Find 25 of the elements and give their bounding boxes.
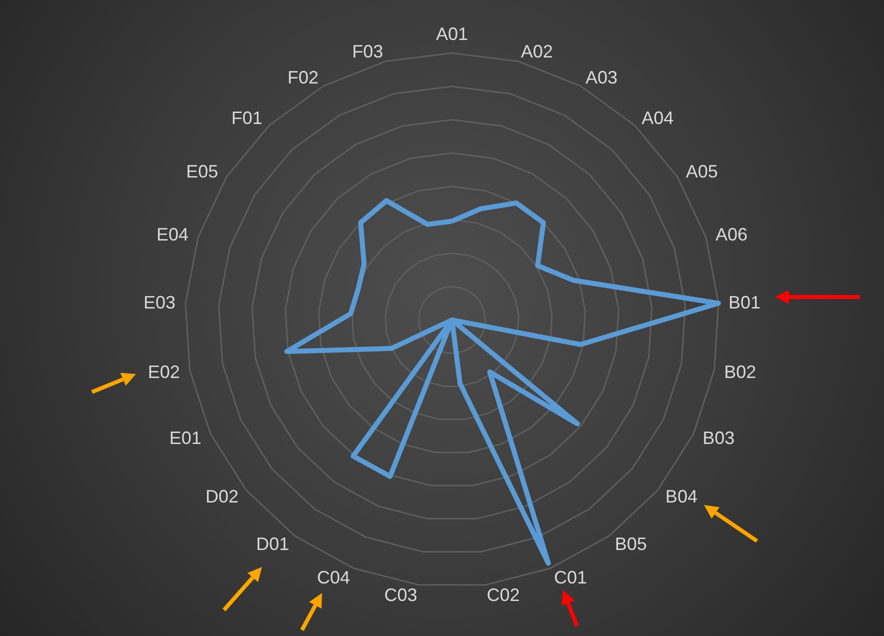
spoke-label: B01 bbox=[728, 292, 760, 313]
spoke-label: D01 bbox=[256, 534, 290, 554]
spoke-label: A01 bbox=[436, 24, 468, 44]
spoke-label: A06 bbox=[715, 224, 748, 244]
spoke-label: A05 bbox=[686, 162, 718, 182]
spoke-label: F02 bbox=[288, 67, 319, 88]
spoke-label: E05 bbox=[186, 162, 218, 182]
spoke-label: B02 bbox=[724, 362, 756, 382]
spoke-label: A02 bbox=[520, 42, 553, 62]
spoke-label: D02 bbox=[206, 486, 239, 507]
spoke-label: E01 bbox=[169, 428, 202, 448]
spoke-label: E04 bbox=[156, 224, 189, 244]
spoke-label: A04 bbox=[642, 108, 674, 128]
spoke-label: B03 bbox=[702, 428, 735, 448]
spoke-label: A03 bbox=[585, 67, 618, 88]
spoke-label: F03 bbox=[352, 42, 384, 62]
spoke-label: C04 bbox=[317, 568, 350, 588]
spoke-label: B04 bbox=[665, 486, 698, 507]
spoke-label: B05 bbox=[614, 534, 647, 554]
spoke-label: F01 bbox=[231, 108, 262, 128]
spoke-label: E03 bbox=[144, 292, 176, 313]
spoke-label: E02 bbox=[148, 362, 180, 382]
spoke-label: C02 bbox=[486, 584, 520, 605]
spoke-label: C03 bbox=[384, 584, 418, 605]
spoke-label: C01 bbox=[554, 568, 587, 588]
